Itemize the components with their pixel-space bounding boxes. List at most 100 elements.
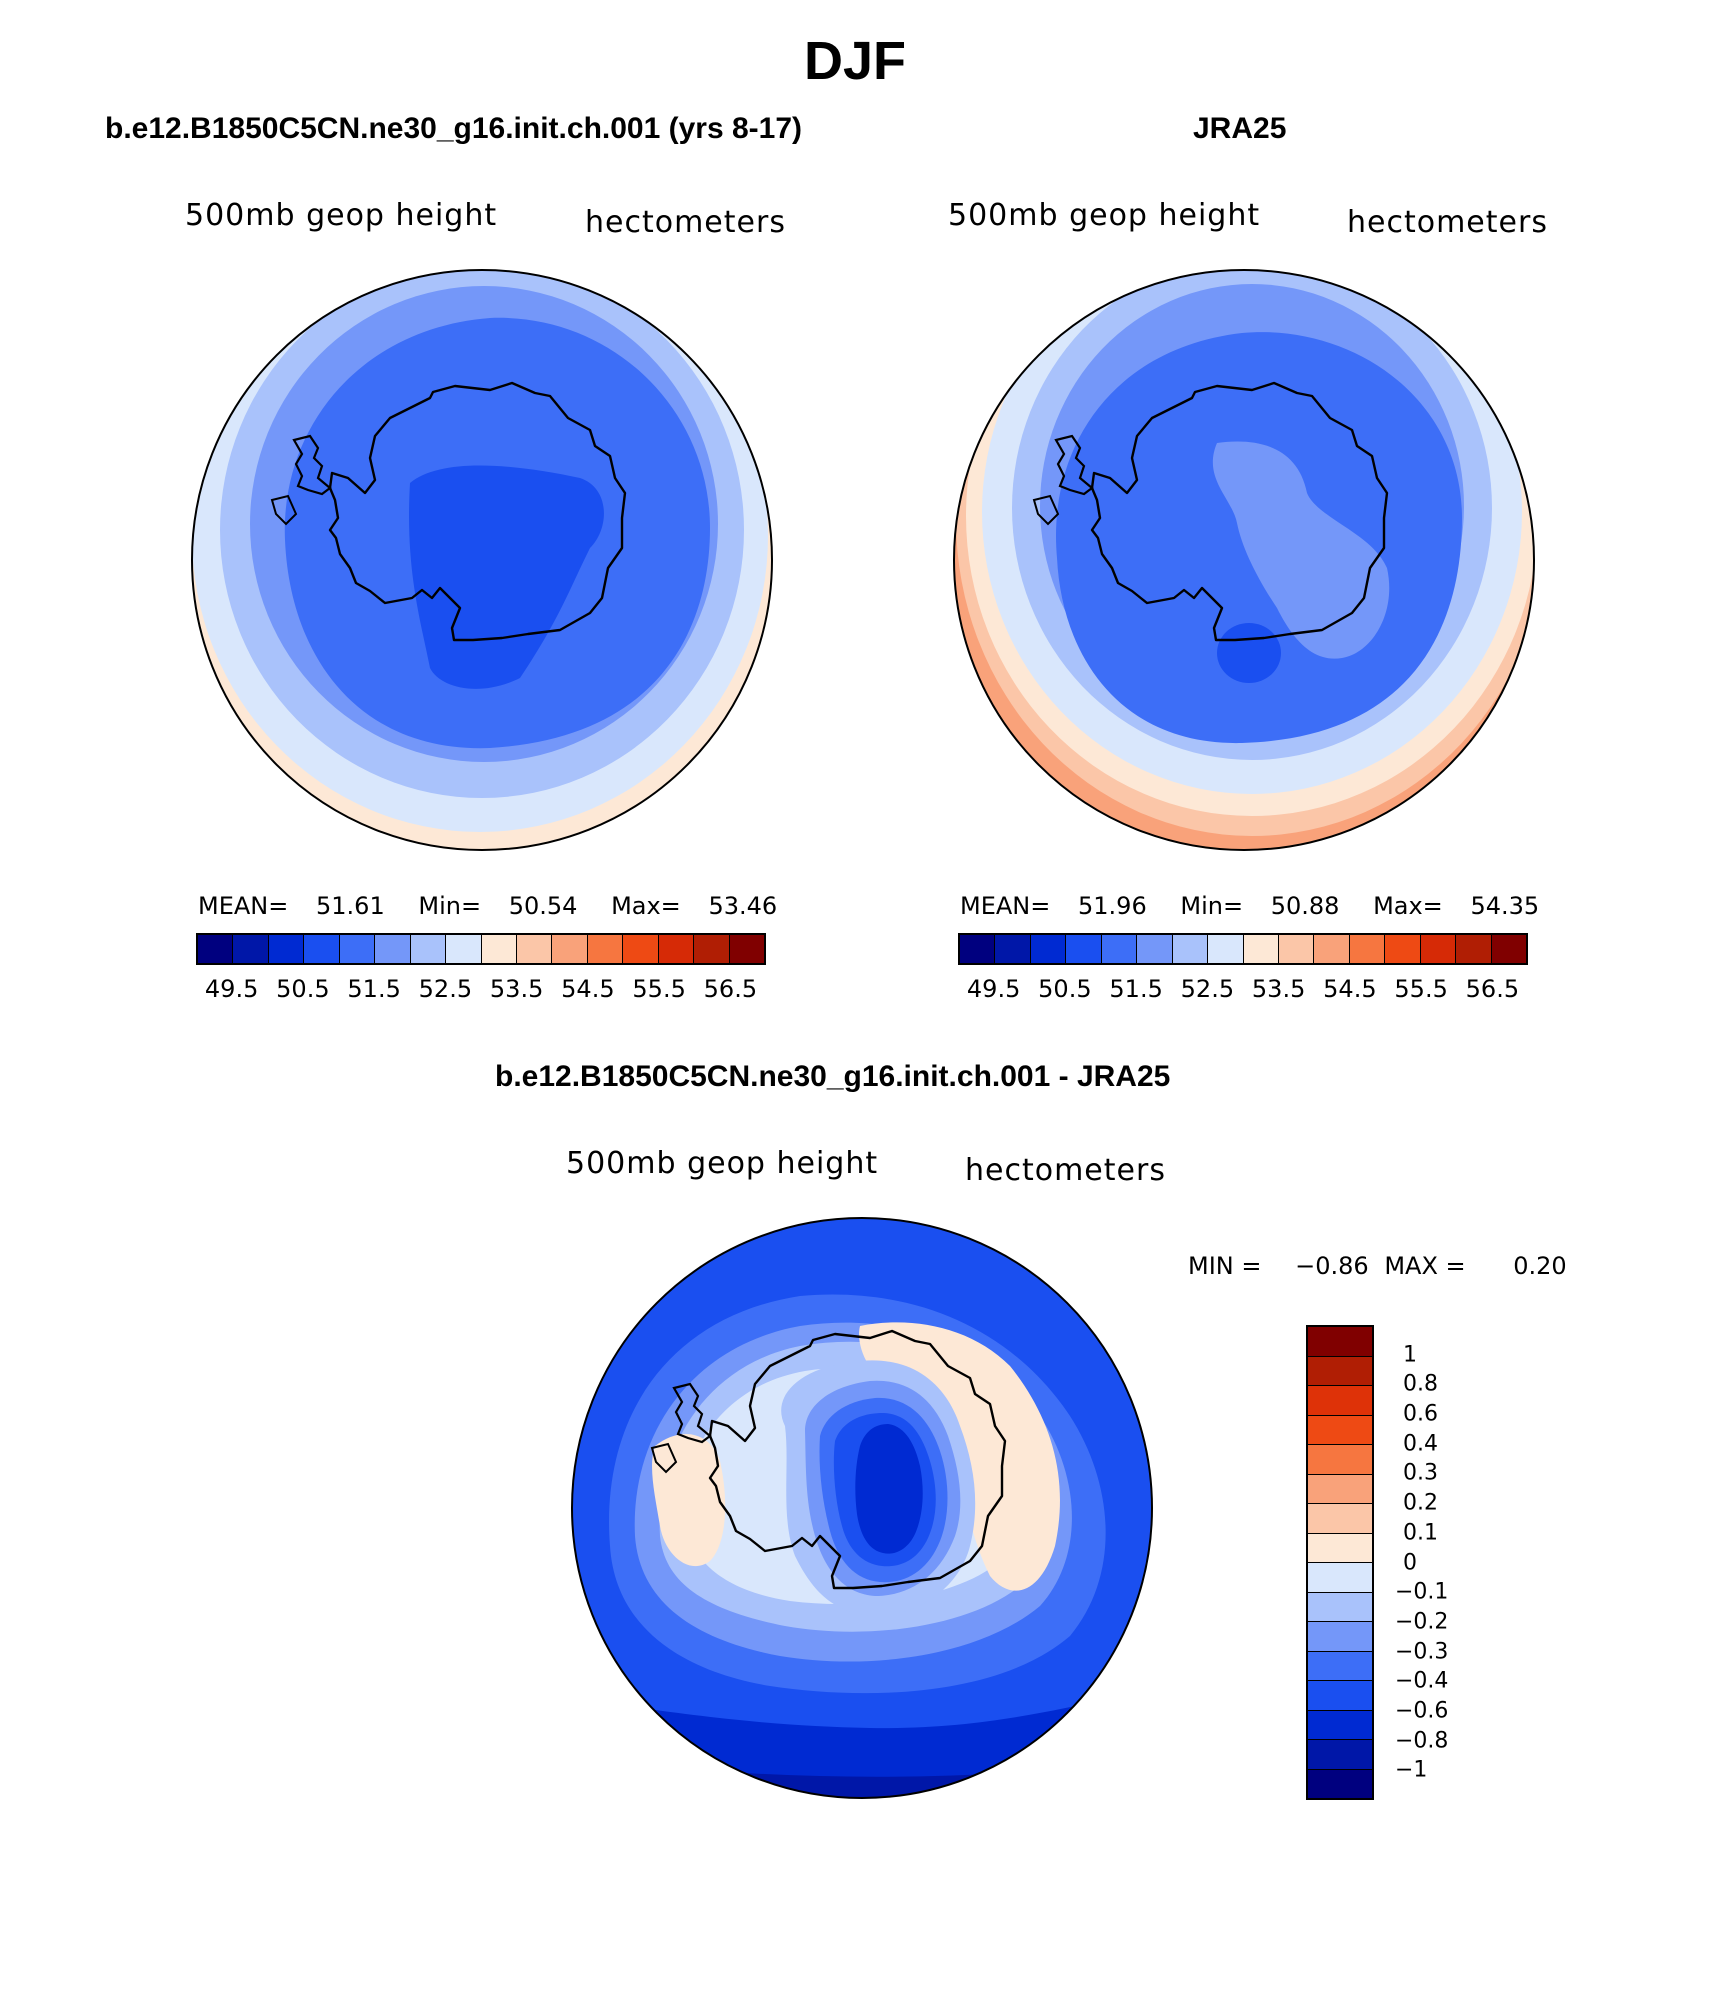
model-colorbar-box bbox=[339, 935, 376, 963]
model-colorbar-tick-label: 52.5 bbox=[418, 975, 473, 1003]
obs-variable-label: 500mb geop height bbox=[948, 198, 1261, 233]
obs-colorbar-box bbox=[1066, 935, 1102, 963]
diff-colorbar-tick-label: −0.2 bbox=[1395, 1609, 1449, 1635]
diff-colorbar-tick-label: −1 bbox=[1395, 1757, 1428, 1783]
diff-antarctica-coastline bbox=[708, 1329, 1007, 1590]
model-colorbar-tick-label: 55.5 bbox=[632, 975, 686, 1003]
diff-colorbar-tick-label: −0.8 bbox=[1395, 1728, 1449, 1754]
model-colorbar bbox=[196, 933, 766, 965]
obs-colorbar-box bbox=[995, 935, 1031, 963]
obs-colorbar-tick-label: 52.5 bbox=[1180, 975, 1235, 1003]
obs-colorbar-box bbox=[1172, 935, 1209, 963]
obs-panel-title: JRA25 bbox=[1193, 112, 1287, 145]
model-antarctica-coastline bbox=[328, 381, 627, 642]
obs-colorbar-tick-label: 54.5 bbox=[1323, 975, 1377, 1003]
diff-colorbar-tick-label: 0.3 bbox=[1403, 1460, 1438, 1486]
model-colorbar-tick-label: 53.5 bbox=[489, 975, 544, 1003]
diff-panel-title: b.e12.B1850C5CN.ne30_g16.init.ch.001 - J… bbox=[495, 1060, 1171, 1093]
diff-colorbar-tick-label: −0.3 bbox=[1395, 1639, 1449, 1665]
diff-ice-shelf-outline bbox=[650, 1442, 678, 1474]
model-ice-shelf-outline bbox=[270, 494, 298, 526]
diff-colorbar-box bbox=[1308, 1622, 1372, 1652]
diff-colorbar-tick-label: 0.8 bbox=[1403, 1371, 1438, 1397]
model-max-label: Max= bbox=[611, 892, 681, 920]
model-antarctic-peninsula-outline bbox=[292, 434, 332, 496]
model-colorbar-box bbox=[198, 935, 234, 963]
diff-colorbar-tick-label: −0.6 bbox=[1395, 1698, 1449, 1724]
model-min-label: Min= bbox=[418, 892, 482, 920]
diff-colorbar-box bbox=[1308, 1563, 1372, 1593]
diff-colorbar-tick-label: 1 bbox=[1403, 1342, 1417, 1368]
diff-colorbar-tick-label: 0.2 bbox=[1403, 1490, 1438, 1516]
obs-colorbar-tick-label: 53.5 bbox=[1251, 975, 1306, 1003]
diff-stats: MIN = −0.86 MAX = 0.20 bbox=[1188, 1252, 1567, 1280]
model-colorbar-box bbox=[694, 935, 730, 963]
obs-ice-shelf-outline bbox=[1032, 494, 1060, 526]
diff-colorbar-ticks: 1 0.8 0.6 0.4 0.3 0.2 0.1 0 −0.1 −0.2 −0.3 −0.4 −0.6… bbox=[1395, 1325, 1495, 1800]
obs-min-value: 50.88 bbox=[1270, 892, 1340, 920]
model-colorbar-box bbox=[410, 935, 447, 963]
diff-colorbar-box bbox=[1308, 1504, 1372, 1534]
model-polar-map bbox=[191, 269, 773, 851]
diff-antarctic-peninsula-outline bbox=[672, 1382, 712, 1444]
obs-colorbar-box bbox=[1278, 935, 1315, 963]
diff-colorbar-box bbox=[1308, 1327, 1372, 1357]
diff-colorbar-tick-label: −0.1 bbox=[1395, 1579, 1449, 1605]
model-colorbar-box bbox=[623, 935, 659, 963]
diff-max-label: MAX = bbox=[1384, 1252, 1466, 1280]
obs-mean-value: 51.96 bbox=[1078, 892, 1147, 920]
diff-colorbar-box bbox=[1308, 1681, 1372, 1711]
model-max-value: 53.46 bbox=[708, 892, 778, 920]
diff-colorbar-box bbox=[1308, 1445, 1372, 1475]
obs-colorbar-tick-label: 49.5 bbox=[966, 975, 1021, 1003]
obs-colorbar-box bbox=[1385, 935, 1421, 963]
diff-contour-fill-minus0.8-inner bbox=[855, 1424, 923, 1554]
diff-colorbar-box bbox=[1308, 1386, 1372, 1416]
model-colorbar-box bbox=[375, 935, 411, 963]
diff-colorbar-tick-label: 0.6 bbox=[1403, 1401, 1438, 1427]
obs-min-label: Min= bbox=[1180, 892, 1244, 920]
model-min-value: 50.54 bbox=[508, 892, 578, 920]
obs-colorbar-box bbox=[1456, 935, 1492, 963]
obs-colorbar-tick-label: 55.5 bbox=[1394, 975, 1448, 1003]
figure-title: DJF bbox=[803, 31, 906, 91]
diff-colorbar-tick-label: 0.1 bbox=[1403, 1520, 1438, 1546]
obs-colorbar-tick-label: 50.5 bbox=[1038, 975, 1092, 1003]
obs-max-label: Max= bbox=[1373, 892, 1443, 920]
obs-colorbar-box bbox=[1208, 935, 1244, 963]
diff-max-value: 0.20 bbox=[1513, 1252, 1567, 1280]
diff-colorbar-tick-label: 0 bbox=[1403, 1550, 1417, 1575]
diff-units-label: hectometers bbox=[965, 1153, 1166, 1188]
diff-colorbar-box bbox=[1308, 1474, 1372, 1504]
obs-units-label: hectometers bbox=[1347, 205, 1548, 240]
obs-map-border bbox=[953, 269, 1535, 851]
diff-colorbar-box bbox=[1308, 1740, 1372, 1770]
model-colorbar-tick-label: 50.5 bbox=[276, 975, 330, 1003]
model-colorbar-box bbox=[481, 935, 517, 963]
model-colorbar-box bbox=[233, 935, 269, 963]
model-colorbar-box bbox=[587, 935, 624, 963]
diff-variable-label: 500mb geop height bbox=[566, 1146, 879, 1181]
diff-colorbar-box bbox=[1308, 1592, 1372, 1622]
obs-antarctic-peninsula-outline bbox=[1054, 434, 1094, 496]
diff-min-value: −0.86 bbox=[1295, 1252, 1369, 1280]
model-colorbar-box bbox=[268, 935, 305, 963]
model-units-label: hectometers bbox=[585, 205, 786, 240]
obs-colorbar-box bbox=[1243, 935, 1279, 963]
diff-colorbar-box bbox=[1308, 1533, 1372, 1563]
model-colorbar-box bbox=[729, 935, 764, 963]
obs-colorbar-box bbox=[960, 935, 996, 963]
obs-colorbar-box bbox=[1137, 935, 1173, 963]
diff-colorbar-box bbox=[1308, 1415, 1372, 1445]
diff-colorbar-tick-label: −0.4 bbox=[1395, 1668, 1449, 1694]
diff-colorbar-box bbox=[1308, 1769, 1372, 1798]
model-colorbar-ticks: 49.5 50.5 51.5 52.5 53.5 54.5 55.5 56.5 bbox=[196, 975, 766, 1005]
model-colorbar-tick-label: 56.5 bbox=[703, 975, 758, 1003]
model-colorbar-box bbox=[446, 935, 482, 963]
obs-colorbar-ticks: 49.5 50.5 51.5 52.5 53.5 54.5 55.5 56.5 bbox=[958, 975, 1528, 1005]
diff-colorbar bbox=[1306, 1325, 1374, 1800]
model-mean-label: MEAN= bbox=[198, 892, 289, 920]
model-stats: MEAN= 51.61 Min= 50.54 Max= 53.46 bbox=[198, 892, 777, 920]
obs-colorbar bbox=[958, 933, 1528, 965]
obs-colorbar-tick-label: 51.5 bbox=[1109, 975, 1163, 1003]
